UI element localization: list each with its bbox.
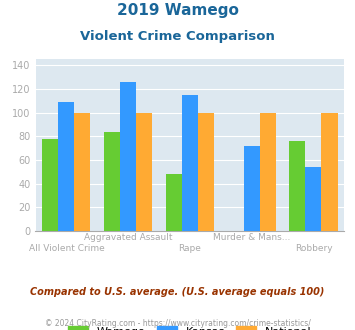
Text: Murder & Mans...: Murder & Mans... [213, 233, 290, 242]
Bar [136, 113, 152, 231]
Text: Rape: Rape [179, 244, 201, 253]
Text: Aggravated Assault: Aggravated Assault [84, 233, 173, 242]
Bar [166, 174, 182, 231]
Bar [58, 102, 75, 231]
Bar [42, 139, 58, 231]
Text: 2019 Wamego: 2019 Wamego [116, 3, 239, 18]
Bar [75, 113, 91, 231]
Text: All Violent Crime: All Violent Crime [28, 244, 104, 253]
Legend: Wamego, Kansas, National: Wamego, Kansas, National [68, 326, 312, 330]
Text: Violent Crime Comparison: Violent Crime Comparison [80, 30, 275, 43]
Bar [260, 113, 276, 231]
Bar [305, 167, 322, 231]
Text: Compared to U.S. average. (U.S. average equals 100): Compared to U.S. average. (U.S. average … [30, 287, 325, 297]
Text: © 2024 CityRating.com - https://www.cityrating.com/crime-statistics/: © 2024 CityRating.com - https://www.city… [45, 319, 310, 328]
Bar [289, 141, 305, 231]
Bar [104, 132, 120, 231]
Bar [182, 95, 198, 231]
Bar [120, 82, 136, 231]
Text: Robbery: Robbery [295, 244, 332, 253]
Bar [322, 113, 338, 231]
Bar [198, 113, 214, 231]
Bar [244, 146, 260, 231]
